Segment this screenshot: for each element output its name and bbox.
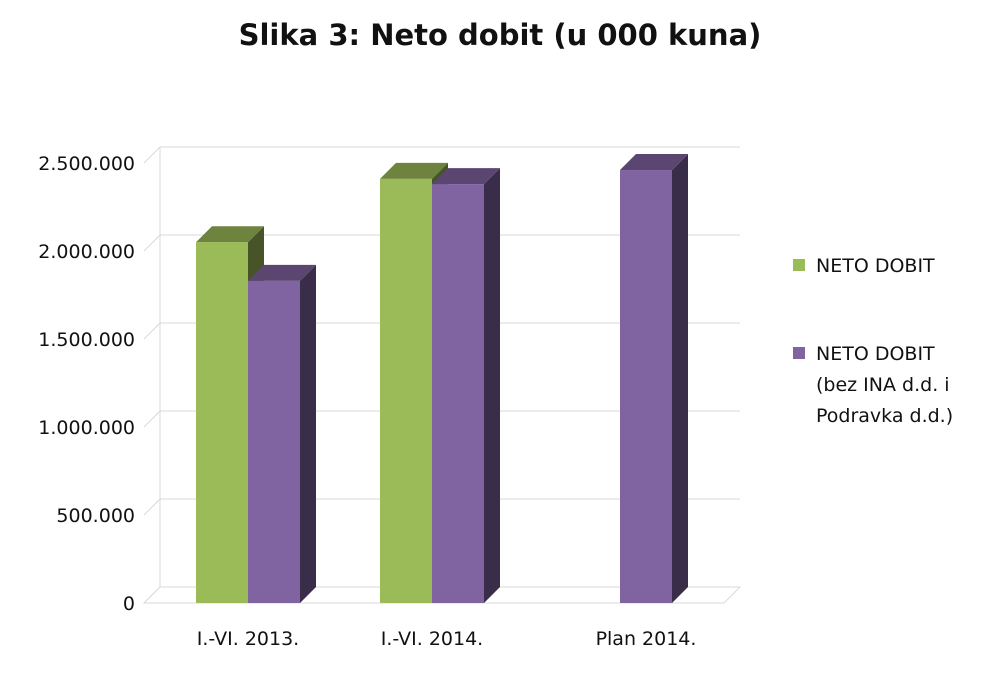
y-tick-label: 1.000.000	[38, 417, 135, 439]
x-axis-categories: I.-VI. 2013. I.-VI. 2014. Plan 2014.	[197, 628, 697, 650]
chart-title: Slika 3: Neto dobit (u 000 kuna)	[238, 18, 762, 52]
y-axis-ticks: 0 500.000 1.000.000 1.500.000 2.000.000 2.500…	[38, 153, 135, 615]
y-tick-label: 1.500.000	[38, 329, 135, 351]
bar	[620, 170, 672, 604]
y-tick-label: 2.500.000	[38, 153, 135, 175]
legend-label: Podravka d.d.)	[816, 405, 953, 427]
bar-side	[672, 154, 688, 604]
y-tick-label: 0	[123, 593, 135, 615]
bars	[196, 154, 688, 604]
bar	[432, 184, 484, 603]
gridline-side	[143, 234, 161, 252]
bar	[196, 242, 248, 603]
legend-label: NETO DOBIT	[816, 343, 935, 365]
legend-label: (bez INA d.d. i	[816, 374, 950, 396]
legend-swatch	[793, 347, 805, 359]
legend: NETO DOBIT NETO DOBIT (bez INA d.d. i Podra…	[793, 255, 953, 427]
gridline-side	[143, 498, 161, 516]
bar-top	[380, 162, 448, 179]
bar	[248, 280, 300, 603]
bar-side	[484, 168, 500, 603]
x-category-label: Plan 2014.	[596, 628, 697, 650]
bar-top	[432, 168, 500, 185]
bar-top	[620, 154, 688, 171]
bar-side	[300, 264, 316, 603]
legend-label: NETO DOBIT	[816, 255, 935, 277]
y-tick-label: 500.000	[56, 505, 135, 527]
bar	[380, 178, 432, 603]
bar-top	[196, 226, 264, 243]
y-tick-label: 2.000.000	[38, 241, 135, 263]
gridline-side	[143, 146, 161, 164]
x-category-label: I.-VI. 2014.	[381, 628, 483, 650]
legend-swatch	[793, 259, 805, 271]
bar-top	[248, 264, 316, 281]
gridline-side	[143, 410, 161, 428]
x-category-label: I.-VI. 2013.	[197, 628, 299, 650]
gridline-side	[143, 322, 161, 340]
